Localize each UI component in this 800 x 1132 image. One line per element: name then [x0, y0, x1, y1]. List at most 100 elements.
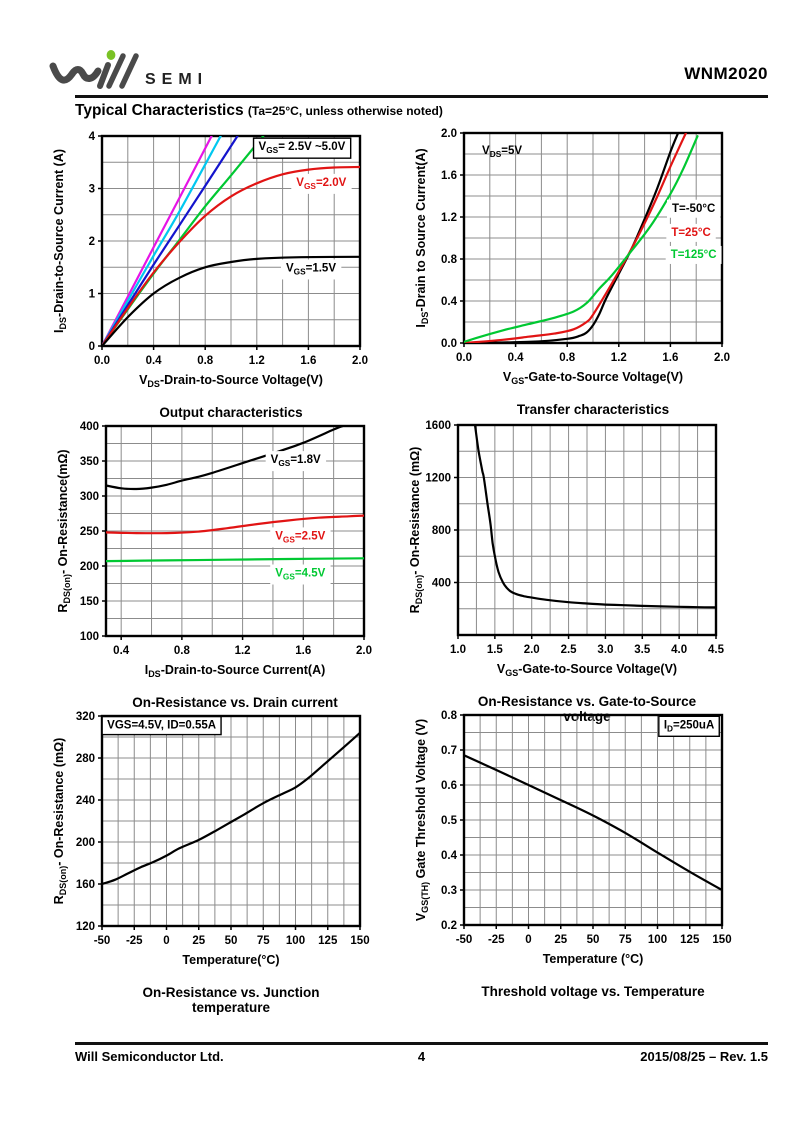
will-semi-logo-icon: SEMI	[49, 50, 208, 89]
svg-text:1.6: 1.6	[662, 352, 678, 364]
svg-text:150: 150	[350, 935, 369, 947]
svg-text:1: 1	[89, 289, 96, 301]
svg-text:0.6: 0.6	[441, 780, 457, 792]
chart-transfer-characteristics: 0.0 0.4 0.8 1.2 1.6 2.0 0.0 0.4 0.8 1.2 1.6 2.0 VDS=…	[412, 119, 748, 417]
page-title-note: (Ta=25°C, unless otherwise noted)	[247, 104, 443, 118]
on-resistance-vs-vgs-plot: 1.0 1.5 2.0 2.5 3.0 3.5 4.0 4.5 400 800 1200 1600 VG…	[408, 420, 725, 678]
svg-text:0.0: 0.0	[94, 355, 110, 367]
svg-text:0.3: 0.3	[441, 885, 457, 897]
chart-caption: On-Resistance vs. Drain current	[132, 695, 338, 710]
svg-text:T=125°C: T=125°C	[671, 249, 717, 261]
svg-text:VGS=2.5V: VGS=2.5V	[275, 530, 325, 544]
page-title-text: Typical Characteristics	[75, 102, 244, 119]
svg-text:120: 120	[76, 921, 95, 933]
svg-text:280: 280	[76, 753, 95, 765]
svg-text:0.7: 0.7	[441, 745, 457, 757]
svg-text:0.4: 0.4	[441, 296, 458, 308]
svg-text:25: 25	[554, 934, 567, 946]
svg-text:4: 4	[89, 131, 96, 143]
chart-caption: Transfer characteristics	[516, 402, 670, 417]
svg-text:2.0: 2.0	[441, 128, 457, 140]
svg-text:VDS-Drain-to-Source Voltage(V): VDS-Drain-to-Source Voltage(V)	[139, 373, 323, 389]
part-number: WNM2020	[684, 64, 768, 83]
svg-text:125: 125	[318, 935, 338, 947]
svg-text:100: 100	[286, 935, 305, 947]
chart-caption: On-Resistance vs. Junction temperature	[142, 985, 320, 1015]
svg-text:25: 25	[192, 935, 205, 947]
svg-text:240: 240	[76, 795, 95, 807]
footer-company: Will Semiconductor Ltd.	[75, 1049, 224, 1064]
svg-text:160: 160	[76, 879, 95, 891]
svg-text:1600: 1600	[425, 420, 451, 432]
page-title: Typical Characteristics (Ta=25°C, unless…	[75, 102, 443, 120]
on-resistance-vs-temperature-plot: -50 -25 0 25 50 75 100 125 150 120 160 200 240 280 320…	[52, 711, 370, 967]
svg-text:-25: -25	[488, 934, 505, 946]
footer-revision: 2015/08/25 – Rev. 1.5	[640, 1049, 768, 1064]
transfer-characteristics-plot: 0.0 0.4 0.8 1.2 1.6 2.0 0.0 0.4 0.8 1.2 1.6 2.0 VDS=…	[414, 128, 730, 386]
svg-text:50: 50	[587, 934, 600, 946]
svg-text:VDS=5V: VDS=5V	[482, 145, 522, 159]
svg-text:4.5: 4.5	[708, 644, 725, 656]
svg-text:0: 0	[163, 935, 169, 947]
svg-text:0.0: 0.0	[456, 352, 472, 364]
chart-caption: Output characteristics	[159, 405, 303, 420]
svg-text:VGS(TH) Gate Threshold Voltage: VGS(TH) Gate Threshold Voltage (V)	[414, 719, 430, 921]
svg-text:VGS=2.0V: VGS=2.0V	[296, 177, 346, 191]
svg-text:1.2: 1.2	[249, 355, 265, 367]
svg-text:-50: -50	[456, 934, 473, 946]
svg-text:100: 100	[648, 934, 667, 946]
svg-text:150: 150	[80, 596, 99, 608]
logo-brand-text: SEMI	[145, 71, 208, 88]
chart-caption: On-Resistance vs. Gate-to-Source voltage	[477, 694, 697, 724]
footer-rule	[75, 1042, 768, 1045]
svg-text:75: 75	[257, 935, 270, 947]
svg-text:VGS=1.5V: VGS=1.5V	[286, 262, 336, 276]
svg-text:-25: -25	[126, 935, 143, 947]
svg-text:300: 300	[80, 491, 99, 503]
svg-text:250: 250	[80, 526, 99, 538]
chart-on-resistance-vs-vgs: 1.0 1.5 2.0 2.5 3.0 3.5 4.0 4.5 400 800 1200 1600 VG…	[406, 411, 742, 724]
svg-text:1.6: 1.6	[300, 355, 316, 367]
svg-text:ID=250uA: ID=250uA	[664, 719, 714, 733]
svg-text:1.2: 1.2	[441, 212, 457, 224]
svg-text:1.0: 1.0	[450, 644, 466, 656]
svg-text:VGS-Gate-to-Source Voltage(V): VGS-Gate-to-Source Voltage(V)	[497, 662, 677, 678]
svg-text:Temperature (°C): Temperature (°C)	[543, 952, 644, 966]
footer-page-number: 4	[417, 1049, 426, 1064]
svg-text:0: 0	[525, 934, 531, 946]
svg-text:3.5: 3.5	[634, 644, 651, 656]
threshold-voltage-vs-temperature-plot: -50 -25 0 25 50 75 100 125 150 0.2 0.3 0.4 0.5 0.6 0.7…	[414, 710, 732, 966]
svg-text:IDS-Drain-to-Source Current (A: IDS-Drain-to-Source Current (A)	[52, 149, 68, 333]
svg-text:0.4: 0.4	[146, 355, 163, 367]
svg-text:0.4: 0.4	[113, 645, 130, 657]
svg-text:1200: 1200	[425, 473, 451, 485]
svg-text:75: 75	[619, 934, 632, 946]
svg-text:200: 200	[80, 561, 99, 573]
svg-text:VGS= 2.5V ~5.0V: VGS= 2.5V ~5.0V	[259, 141, 346, 155]
svg-text:0.8: 0.8	[441, 254, 458, 266]
header-rule	[75, 95, 768, 98]
svg-text:3: 3	[89, 184, 95, 196]
svg-text:VGS=4.5V, ID=0.55A: VGS=4.5V, ID=0.55A	[107, 720, 216, 732]
svg-text:RDS(on)- On-Resistance (mΩ): RDS(on)- On-Resistance (mΩ)	[52, 738, 68, 905]
svg-text:Temperature(°C): Temperature(°C)	[182, 953, 279, 967]
svg-text:0.4: 0.4	[441, 850, 458, 862]
svg-text:3.0: 3.0	[597, 644, 613, 656]
svg-text:2.0: 2.0	[714, 352, 730, 364]
svg-text:0.0: 0.0	[441, 338, 457, 350]
chart-threshold-voltage-vs-temperature: -50 -25 0 25 50 75 100 125 150 0.2 0.3 0.4 0.5 0.6 0.7…	[412, 701, 748, 999]
svg-text:800: 800	[432, 525, 451, 537]
svg-text:1.2: 1.2	[611, 352, 627, 364]
on-resistance-vs-drain-current-plot: 0.4 0.8 1.2 1.6 2.0 100 150 200 250 300 350 400 VGS=…	[56, 421, 372, 679]
svg-text:0.5: 0.5	[441, 815, 458, 827]
svg-text:T=25°C: T=25°C	[671, 227, 710, 239]
svg-text:320: 320	[76, 711, 95, 723]
svg-text:T=-50°C: T=-50°C	[672, 203, 715, 215]
svg-text:200: 200	[76, 837, 95, 849]
svg-text:IDS-Drain to Source Current(A): IDS-Drain to Source Current(A)	[414, 148, 430, 327]
svg-text:2.5: 2.5	[561, 644, 578, 656]
svg-text:0.8: 0.8	[441, 710, 458, 722]
svg-text:0: 0	[89, 341, 95, 353]
svg-text:350: 350	[80, 456, 99, 468]
